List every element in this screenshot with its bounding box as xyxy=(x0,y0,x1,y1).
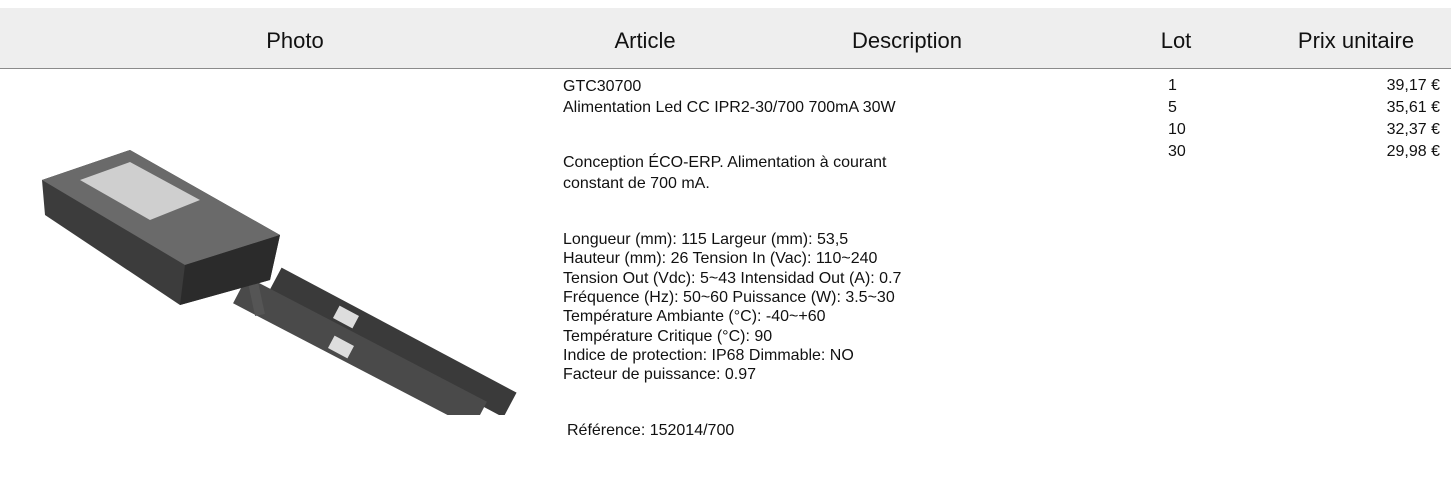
summary-line: constant de 700 mA. xyxy=(563,174,710,193)
spec-line: Longueur (mm): 115 Largeur (mm): 53,5 xyxy=(563,230,848,249)
spec-line: Indice de protection: IP68 Dimmable: NO xyxy=(563,346,854,365)
lot-cell: 10 xyxy=(1168,121,1186,139)
spec-line: Hauteur (mm): 26 Tension In (Vac): 110~2… xyxy=(563,249,877,268)
lot-cell: 1 xyxy=(1168,77,1177,95)
spec-line: Température Ambiante (°C): -40~+60 xyxy=(563,307,826,326)
spec-line: Température Critique (°C): 90 xyxy=(563,327,772,346)
page: Photo Article Description Lot Prix unita… xyxy=(0,0,1451,494)
header-cell: Photo xyxy=(266,28,324,54)
price-cell: 29,98 € xyxy=(1387,143,1440,161)
price-cell: 35,61 € xyxy=(1387,99,1440,117)
product-photo xyxy=(40,140,540,415)
table-header: Photo Article Description Lot Prix unita… xyxy=(0,8,1451,69)
lot-cell: 5 xyxy=(1168,99,1177,117)
lot-cell: 30 xyxy=(1168,143,1186,161)
header-cell: Article xyxy=(614,28,675,54)
article-name: Alimentation Led CC IPR2-30/700 700mA 30… xyxy=(563,98,896,117)
spec-line: Fréquence (Hz): 50~60 Puissance (W): 3.5… xyxy=(563,288,895,307)
reference: Référence: 152014/700 xyxy=(567,421,734,440)
header-cell: Lot xyxy=(1161,28,1192,54)
header-cell: Description xyxy=(852,28,962,54)
price-cell: 32,37 € xyxy=(1387,121,1440,139)
summary-line: Conception ÉCO-ERP. Alimentation à coura… xyxy=(563,153,886,172)
spec-line: Facteur de puissance: 0.97 xyxy=(563,365,756,384)
price-cell: 39,17 € xyxy=(1387,77,1440,95)
header-cell: Prix unitaire xyxy=(1298,28,1414,54)
article-code: GTC30700 xyxy=(563,77,641,96)
spec-line: Tension Out (Vdc): 5~43 Intensidad Out (… xyxy=(563,269,901,288)
